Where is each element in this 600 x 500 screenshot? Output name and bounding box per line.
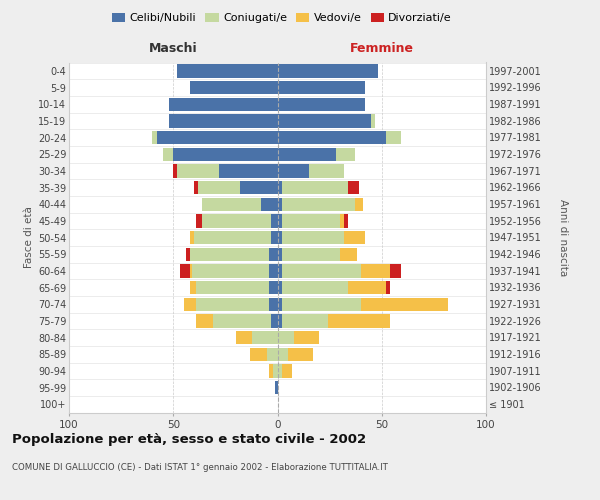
- Bar: [202, 198, 261, 211]
- Text: COMUNE DI GALLUCCIO (CE) - Dati ISTAT 1° gennaio 2002 - Elaborazione TUTTITALIA.: COMUNE DI GALLUCCIO (CE) - Dati ISTAT 1°…: [12, 462, 388, 471]
- Bar: [288, 348, 313, 361]
- Bar: [250, 348, 267, 361]
- Text: Maschi: Maschi: [149, 42, 197, 56]
- Bar: [281, 214, 340, 228]
- Bar: [253, 331, 277, 344]
- Bar: [196, 281, 269, 294]
- Bar: [179, 264, 190, 278]
- Bar: [277, 248, 281, 261]
- Bar: [152, 131, 157, 144]
- Bar: [267, 348, 277, 361]
- Bar: [355, 198, 363, 211]
- Bar: [271, 314, 277, 328]
- Bar: [190, 231, 194, 244]
- Bar: [173, 164, 178, 177]
- Bar: [349, 281, 386, 294]
- Bar: [386, 131, 401, 144]
- Bar: [294, 331, 319, 344]
- Bar: [196, 298, 269, 311]
- Bar: [271, 214, 277, 228]
- Bar: [157, 131, 277, 144]
- Bar: [277, 298, 281, 311]
- Bar: [349, 181, 359, 194]
- Bar: [269, 248, 277, 261]
- Bar: [340, 214, 344, 228]
- Bar: [184, 298, 196, 311]
- Bar: [186, 248, 190, 261]
- Bar: [261, 198, 277, 211]
- Bar: [269, 298, 277, 311]
- Bar: [361, 298, 448, 311]
- Bar: [169, 114, 277, 128]
- Bar: [192, 264, 269, 278]
- Bar: [213, 314, 271, 328]
- Bar: [386, 281, 390, 294]
- Bar: [336, 148, 355, 161]
- Bar: [281, 248, 340, 261]
- Bar: [196, 314, 213, 328]
- Bar: [309, 164, 344, 177]
- Bar: [196, 214, 202, 228]
- Bar: [277, 98, 365, 111]
- Bar: [269, 281, 277, 294]
- Bar: [173, 148, 277, 161]
- Bar: [277, 214, 281, 228]
- Bar: [190, 264, 192, 278]
- Bar: [277, 314, 281, 328]
- Bar: [194, 181, 198, 194]
- Text: Femmine: Femmine: [350, 42, 414, 56]
- Bar: [281, 231, 344, 244]
- Bar: [328, 314, 390, 328]
- Bar: [390, 264, 401, 278]
- Bar: [269, 264, 277, 278]
- Bar: [274, 364, 277, 378]
- Bar: [219, 164, 277, 177]
- Bar: [281, 264, 361, 278]
- Bar: [277, 164, 309, 177]
- Bar: [275, 381, 277, 394]
- Bar: [361, 264, 390, 278]
- Bar: [281, 314, 328, 328]
- Bar: [190, 248, 269, 261]
- Bar: [190, 81, 277, 94]
- Bar: [281, 198, 355, 211]
- Bar: [163, 148, 173, 161]
- Bar: [371, 114, 376, 128]
- Bar: [281, 181, 349, 194]
- Bar: [194, 231, 271, 244]
- Bar: [277, 131, 386, 144]
- Legend: Celibi/Nubili, Coniugati/e, Vedovi/e, Divorziati/e: Celibi/Nubili, Coniugati/e, Vedovi/e, Di…: [107, 8, 457, 28]
- Bar: [236, 331, 253, 344]
- Bar: [271, 231, 277, 244]
- Bar: [277, 264, 281, 278]
- Bar: [277, 148, 336, 161]
- Bar: [277, 281, 281, 294]
- Bar: [240, 181, 277, 194]
- Bar: [344, 231, 365, 244]
- Bar: [344, 214, 349, 228]
- Bar: [277, 198, 281, 211]
- Bar: [277, 114, 371, 128]
- Bar: [277, 364, 281, 378]
- Bar: [198, 181, 240, 194]
- Text: Popolazione per età, sesso e stato civile - 2002: Popolazione per età, sesso e stato civil…: [12, 432, 366, 446]
- Bar: [277, 64, 377, 78]
- Bar: [178, 164, 219, 177]
- Bar: [277, 331, 294, 344]
- Bar: [269, 364, 274, 378]
- Bar: [178, 64, 277, 78]
- Y-axis label: Anni di nascita: Anni di nascita: [559, 199, 568, 276]
- Bar: [281, 298, 361, 311]
- Bar: [202, 214, 271, 228]
- Bar: [190, 281, 196, 294]
- Bar: [281, 281, 349, 294]
- Bar: [277, 181, 281, 194]
- Y-axis label: Fasce di età: Fasce di età: [23, 206, 34, 268]
- Bar: [169, 98, 277, 111]
- Bar: [340, 248, 357, 261]
- Bar: [277, 348, 288, 361]
- Bar: [277, 231, 281, 244]
- Bar: [277, 81, 365, 94]
- Bar: [281, 364, 292, 378]
